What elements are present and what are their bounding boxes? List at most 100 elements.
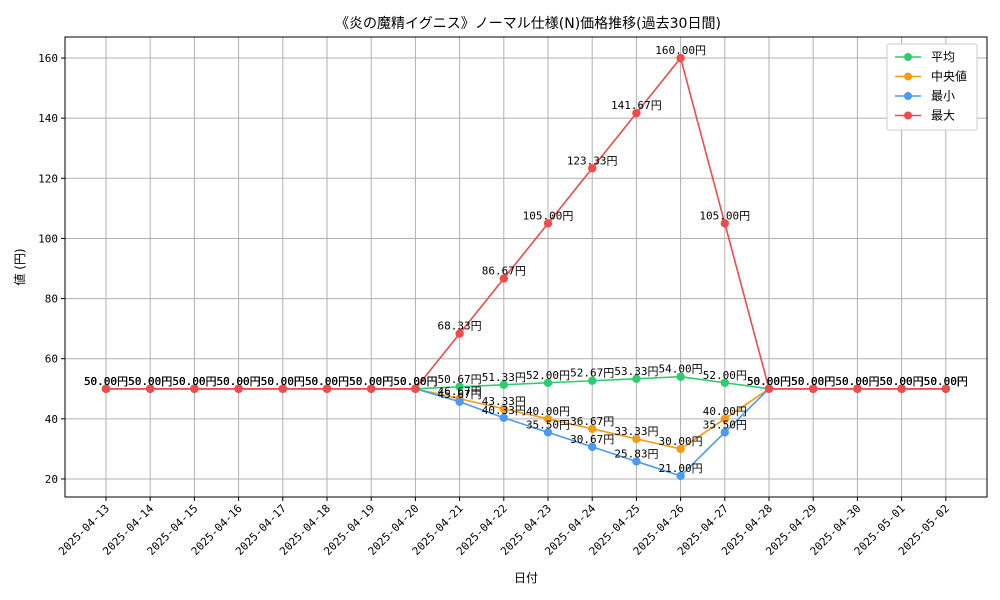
data-point	[632, 434, 641, 444]
data-label: 50.00円	[393, 375, 437, 388]
data-point	[322, 384, 332, 393]
data-label: 50.00円	[791, 375, 835, 388]
data-label: 54.00円	[659, 363, 703, 376]
y-tick-label: 80	[45, 293, 58, 306]
data-label: 50.00円	[924, 375, 968, 388]
data-point	[190, 384, 199, 393]
data-label: 50.00円	[835, 375, 879, 388]
data-point	[720, 414, 729, 424]
data-label: 25.83円	[614, 447, 658, 460]
data-label: 50.00円	[880, 375, 924, 388]
data-label: 50.00円	[791, 375, 835, 388]
data-label: 35.50円	[526, 418, 570, 431]
data-point	[588, 164, 597, 173]
data-label: 43.33円	[482, 395, 526, 408]
series-line-4	[106, 56, 946, 390]
data-label: 50.00円	[835, 375, 879, 388]
data-label: 50.00円	[880, 375, 924, 388]
data-label: 30.00円	[659, 435, 703, 448]
data-point	[367, 384, 376, 393]
data-point	[632, 108, 641, 118]
data-label: 50.00円	[924, 375, 968, 388]
data-point	[455, 329, 464, 338]
data-point	[720, 428, 729, 437]
data-label: 50.00円	[217, 375, 261, 388]
data-label: 50.00円	[393, 375, 437, 388]
data-label: 50.00円	[349, 375, 393, 388]
data-label: 40.00円	[526, 405, 570, 418]
data-label: 50.00円	[349, 375, 393, 388]
data-point	[764, 384, 774, 393]
data-label: 40.33円	[482, 404, 526, 417]
data-label: 50.00円	[835, 375, 879, 388]
data-label: 50.00円	[305, 375, 349, 388]
y-tick-label: 40	[45, 413, 58, 426]
data-point	[543, 414, 553, 424]
x-axis-title: 日付	[514, 571, 538, 585]
data-label: 21.00円	[659, 462, 703, 475]
data-label: 52.67円	[570, 367, 614, 380]
data-label: 50.00円	[880, 375, 924, 388]
data-point	[676, 444, 685, 454]
y-axis-title: 値 (円)	[12, 248, 27, 285]
data-label: 50.00円	[172, 375, 216, 388]
data-label: 50.00円	[84, 375, 128, 388]
data-label: 50.00円	[172, 375, 216, 388]
data-label: 50.00円	[393, 375, 437, 388]
data-label: 68.33円	[438, 320, 482, 333]
data-label: 123.33円	[567, 154, 618, 167]
data-label: 50.00円	[84, 375, 128, 388]
series-layer	[101, 53, 950, 481]
data-point	[588, 424, 597, 434]
data-point	[146, 384, 155, 393]
y-tick-label: 100	[38, 232, 58, 245]
data-label: 105.00円	[523, 209, 574, 222]
data-label: 50.00円	[84, 375, 128, 388]
y-tick-label: 20	[45, 473, 58, 486]
y-tick-label: 120	[38, 172, 58, 185]
data-label: 50.00円	[128, 375, 172, 388]
data-label: 50.00円	[128, 375, 172, 388]
data-label: 50.00円	[747, 375, 791, 388]
legend-label: 平均	[931, 50, 955, 64]
data-point	[234, 384, 243, 393]
data-label: 50.00円	[349, 375, 393, 388]
y-tick-label: 60	[45, 353, 58, 366]
data-label: 30.67円	[570, 433, 614, 446]
data-label: 50.00円	[305, 375, 349, 388]
chart-title: 《炎の魔精イグニス》ノーマル仕様(N)価格推移(過去30日間)	[335, 16, 721, 32]
data-label: 45.67円	[438, 388, 482, 401]
data-label: 50.00円	[835, 375, 879, 388]
data-label: 50.00円	[172, 375, 216, 388]
legend-label: 最大	[931, 109, 955, 123]
data-label: 51.33円	[482, 371, 526, 384]
data-label: 33.33円	[614, 425, 658, 438]
data-label: 36.67円	[570, 415, 614, 428]
data-label: 35.50円	[703, 418, 747, 431]
data-label: 50.00円	[880, 375, 924, 388]
data-point	[632, 374, 641, 383]
data-point	[720, 378, 729, 387]
data-point	[543, 378, 553, 387]
data-label: 50.00円	[84, 375, 128, 388]
data-label: 50.00円	[217, 375, 261, 388]
data-point	[588, 442, 597, 452]
data-label: 50.00円	[172, 375, 216, 388]
legend-label: 中央値	[931, 69, 967, 84]
data-point	[676, 471, 685, 481]
legend-marker	[904, 72, 912, 81]
data-label: 50.00円	[261, 375, 305, 388]
data-label: 141.67円	[611, 99, 662, 112]
data-point	[809, 384, 818, 393]
data-point	[499, 380, 508, 389]
legend-marker	[904, 111, 912, 120]
data-point	[588, 376, 597, 385]
data-point	[499, 404, 508, 414]
data-point	[455, 397, 464, 406]
data-label: 50.00円	[791, 375, 835, 388]
data-point	[278, 384, 287, 393]
plot-area	[65, 37, 987, 497]
data-label: 53.33円	[614, 365, 658, 378]
